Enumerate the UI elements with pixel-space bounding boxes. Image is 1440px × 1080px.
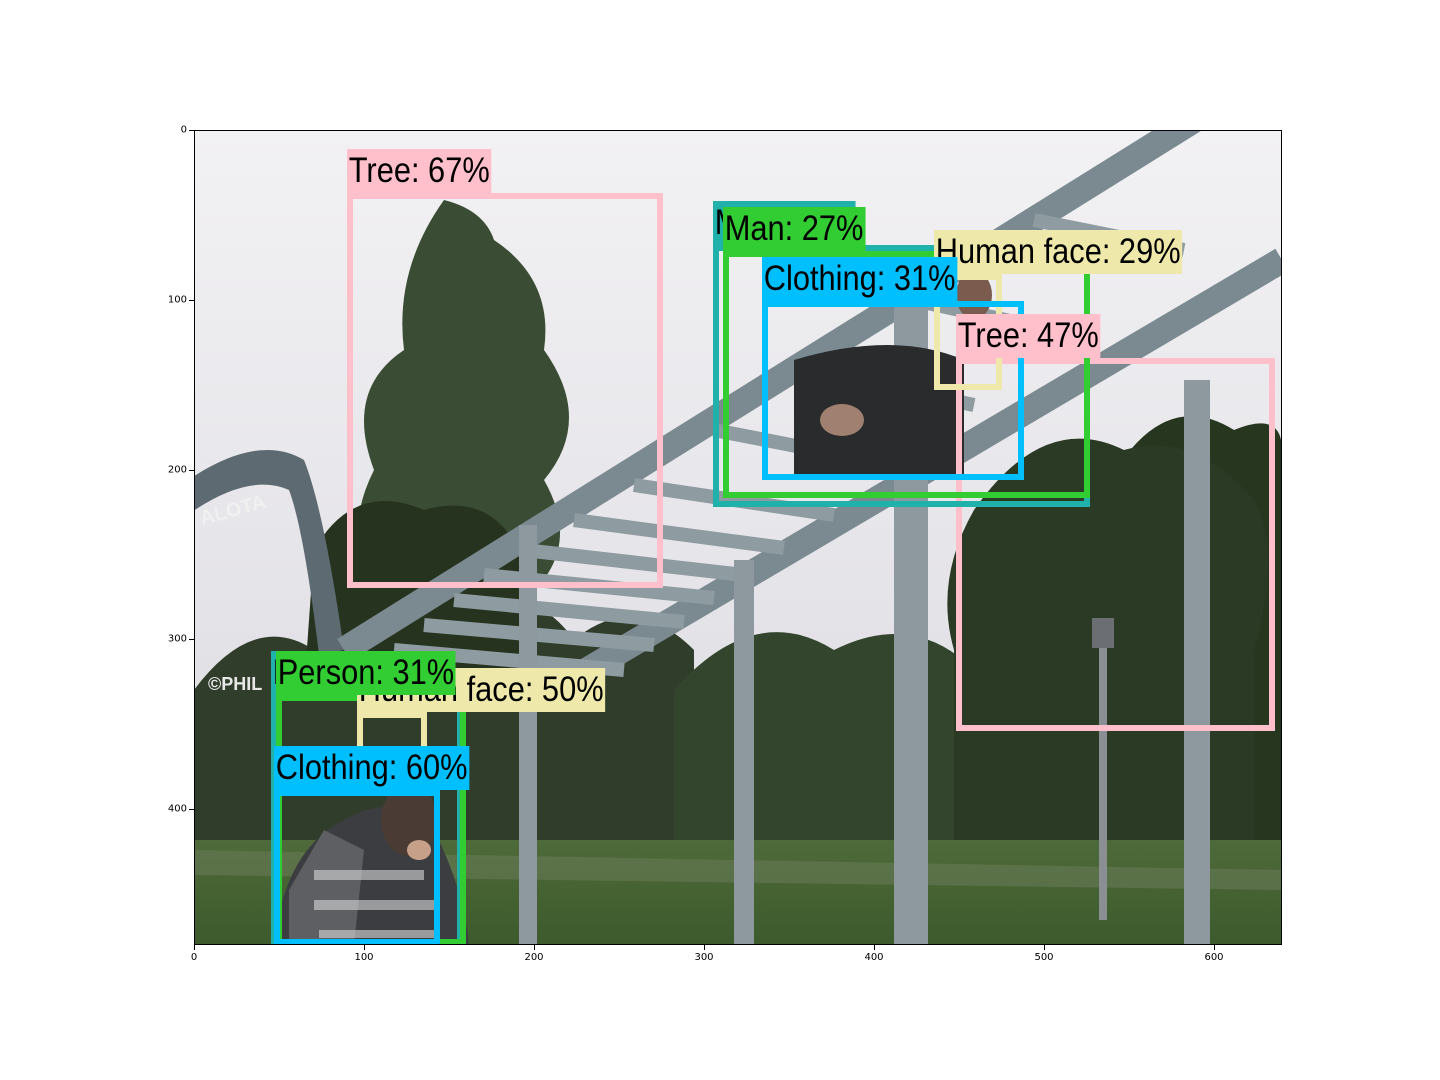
- x-tick-label: 500: [1034, 952, 1054, 963]
- detection-label: Person: 31%: [275, 651, 456, 696]
- y-tick-mark: [189, 639, 194, 641]
- x-tick-label: 0: [190, 952, 198, 963]
- x-tick-label: 100: [354, 952, 374, 963]
- y-tick-mark: [189, 299, 194, 301]
- x-tick-mark: [364, 945, 365, 950]
- detection-box: [761, 301, 1024, 480]
- detection-label: Clothing: 60%: [273, 746, 470, 791]
- detection-label: Man: 27%: [722, 206, 865, 251]
- x-tick-label: 400: [864, 952, 884, 963]
- detection-label: Clothing: 31%: [761, 257, 958, 302]
- y-tick-mark: [189, 130, 194, 131]
- x-tick-mark: [704, 945, 705, 950]
- y-tick-label: 300: [167, 633, 187, 645]
- detection-box: [273, 790, 441, 945]
- y-tick-mark: [189, 469, 194, 471]
- y-tick-mark: [189, 809, 194, 811]
- x-tick-mark: [874, 945, 875, 950]
- detection-label: Tree: 67%: [347, 148, 492, 193]
- x-tick-label: 200: [524, 952, 544, 963]
- x-tick-label: 600: [1204, 952, 1224, 963]
- x-tick-mark: [534, 945, 535, 950]
- x-tick-mark: [194, 945, 195, 950]
- y-tick-label: 0: [180, 124, 187, 136]
- x-tick-label: 300: [694, 952, 714, 963]
- watermark-text: ©PHIL: [208, 674, 262, 694]
- detection-label: Tree: 47%: [955, 313, 1101, 358]
- detection-box: [347, 192, 664, 589]
- detection-box: [722, 250, 1090, 499]
- y-tick-label: 100: [167, 294, 187, 306]
- y-tick-label: 200: [167, 464, 187, 476]
- x-tick-mark: [1214, 945, 1215, 950]
- x-tick-mark: [1044, 945, 1045, 950]
- detection-box: [955, 357, 1276, 732]
- y-tick-label: 400: [167, 803, 187, 815]
- photo-plot-area: ©PHIL ALOTA Tree: 67%Tree: 47%Man: 73%Ma…: [194, 130, 1282, 945]
- detection-label: Human face: 29%: [933, 230, 1182, 275]
